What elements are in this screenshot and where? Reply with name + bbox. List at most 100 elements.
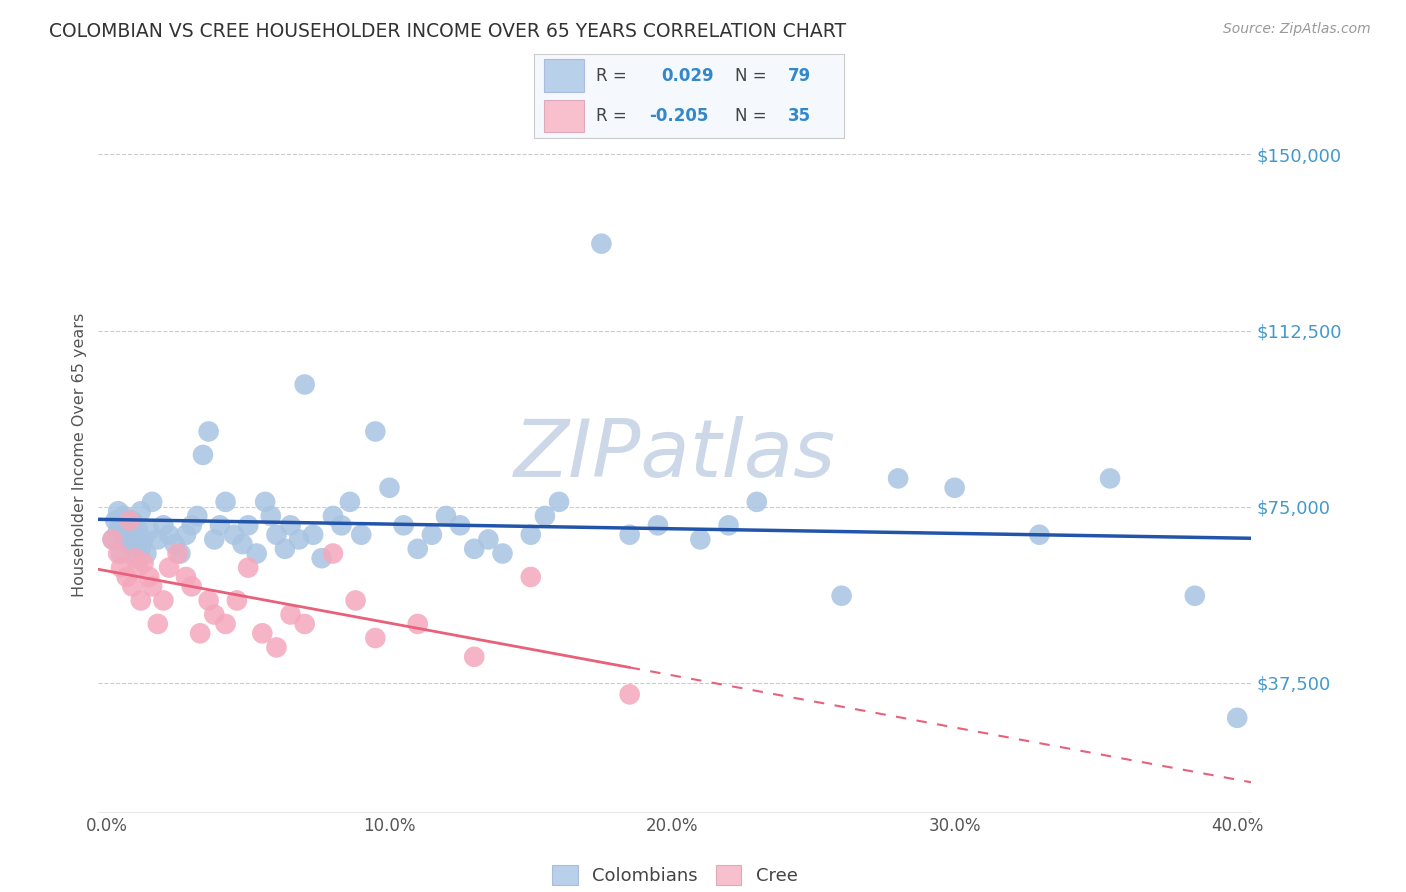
Point <box>463 649 485 664</box>
Point <box>121 514 143 528</box>
Point <box>406 541 429 556</box>
Point <box>146 533 169 547</box>
Point <box>124 547 146 561</box>
Point <box>689 533 711 547</box>
Point <box>110 560 132 574</box>
Point <box>152 518 174 533</box>
Point <box>180 518 202 533</box>
Point <box>449 518 471 533</box>
Point <box>115 518 138 533</box>
Point <box>115 527 138 541</box>
Point <box>378 481 401 495</box>
Point <box>188 626 211 640</box>
Point <box>477 533 499 547</box>
Point <box>302 527 325 541</box>
Point <box>238 518 260 533</box>
Point <box>519 570 541 584</box>
Point <box>1226 711 1249 725</box>
Point <box>406 616 429 631</box>
Point <box>163 537 186 551</box>
Point <box>121 579 143 593</box>
Point <box>392 518 415 533</box>
Point <box>141 579 163 593</box>
Point <box>186 508 208 523</box>
Point <box>180 579 202 593</box>
Point <box>1099 471 1122 485</box>
Point <box>138 523 160 537</box>
Point <box>110 518 132 533</box>
Point <box>222 527 245 541</box>
Point <box>129 593 152 607</box>
Text: 0.029: 0.029 <box>661 67 714 85</box>
Point <box>132 556 155 570</box>
Point <box>322 547 344 561</box>
Point <box>112 533 135 547</box>
Point <box>254 495 277 509</box>
Point <box>127 533 149 547</box>
Point <box>202 607 225 622</box>
Point <box>420 527 443 541</box>
Text: N =: N = <box>735 67 766 85</box>
Point <box>887 471 910 485</box>
Point <box>288 533 311 547</box>
Point <box>127 560 149 574</box>
Point <box>434 508 457 523</box>
Text: 79: 79 <box>787 67 811 85</box>
Point <box>943 481 966 495</box>
Point <box>344 593 367 607</box>
Point <box>129 541 152 556</box>
FancyBboxPatch shape <box>544 100 583 132</box>
Point <box>157 560 180 574</box>
FancyBboxPatch shape <box>544 60 583 92</box>
Point <box>463 541 485 556</box>
Point <box>1184 589 1206 603</box>
Point <box>619 527 641 541</box>
Point <box>231 537 253 551</box>
Point <box>166 547 188 561</box>
Point <box>169 547 191 561</box>
Point <box>174 570 197 584</box>
Point <box>101 533 124 547</box>
Point <box>717 518 740 533</box>
Point <box>534 508 557 523</box>
Point <box>138 570 160 584</box>
Point <box>107 523 129 537</box>
Point <box>252 626 274 640</box>
Point <box>294 377 316 392</box>
Point <box>124 551 146 566</box>
Point <box>350 527 373 541</box>
Text: COLOMBIAN VS CREE HOUSEHOLDER INCOME OVER 65 YEARS CORRELATION CHART: COLOMBIAN VS CREE HOUSEHOLDER INCOME OVE… <box>49 22 846 41</box>
Point <box>202 533 225 547</box>
Point <box>364 631 387 645</box>
Point <box>152 593 174 607</box>
Point <box>591 236 613 251</box>
Point <box>619 687 641 701</box>
Point <box>197 593 219 607</box>
Point <box>330 518 353 533</box>
Point <box>322 508 344 523</box>
Point <box>238 560 260 574</box>
Point <box>294 616 316 631</box>
Point <box>115 570 138 584</box>
Point <box>191 448 214 462</box>
Point <box>1028 527 1050 541</box>
Point <box>112 508 135 523</box>
Text: ZIPatlas: ZIPatlas <box>513 416 837 494</box>
Point <box>124 523 146 537</box>
Point <box>118 514 141 528</box>
Point <box>132 533 155 547</box>
Point <box>274 541 297 556</box>
Text: 35: 35 <box>787 107 811 125</box>
Point <box>831 589 853 603</box>
Point <box>548 495 571 509</box>
Point <box>491 547 513 561</box>
Text: -0.205: -0.205 <box>648 107 709 125</box>
Text: Source: ZipAtlas.com: Source: ZipAtlas.com <box>1223 22 1371 37</box>
Point <box>157 527 180 541</box>
Point <box>266 640 288 655</box>
Text: N =: N = <box>735 107 766 125</box>
Point <box>214 616 236 631</box>
Point <box>110 547 132 561</box>
Point <box>107 547 129 561</box>
Point <box>647 518 669 533</box>
